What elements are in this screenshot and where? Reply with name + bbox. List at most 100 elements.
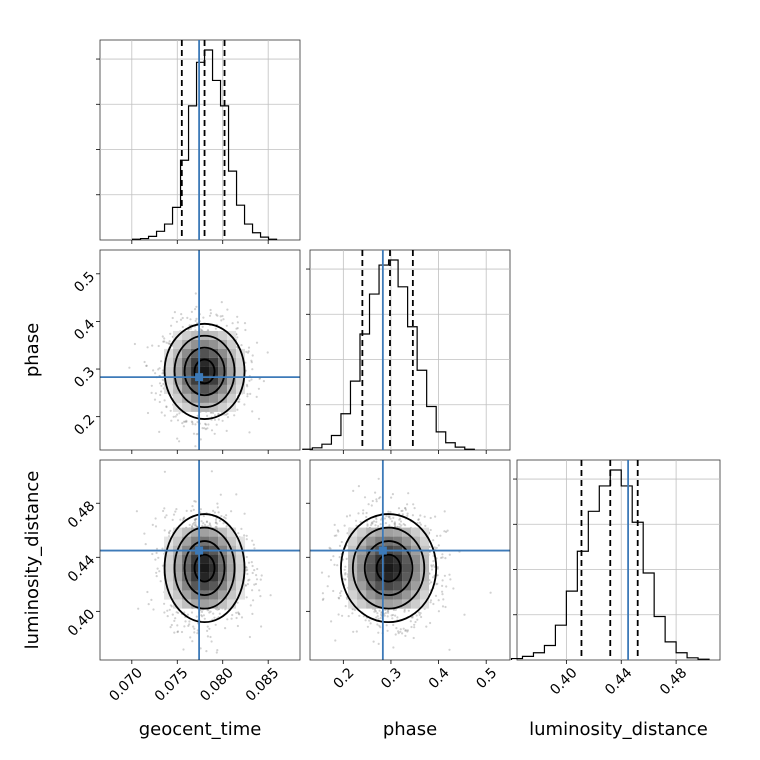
sample-point	[398, 518, 401, 521]
sample-point	[216, 608, 219, 611]
sample-point	[246, 351, 250, 354]
sample-point	[175, 611, 178, 614]
sample-point	[173, 311, 176, 314]
sample-point	[437, 544, 440, 547]
sample-point	[366, 625, 369, 628]
sample-point	[406, 629, 409, 632]
sample-point	[251, 564, 254, 568]
sample-point	[185, 419, 188, 422]
density-cell	[384, 572, 394, 582]
sample-point	[220, 301, 223, 304]
density-cell	[182, 393, 192, 403]
sample-point	[417, 518, 420, 522]
sample-point	[245, 350, 248, 353]
sample-point	[389, 510, 392, 514]
sample-point	[221, 419, 224, 422]
sample-point	[157, 368, 160, 371]
x-tick-label: 0.5	[473, 665, 500, 692]
sample-point	[233, 414, 236, 417]
sample-point	[352, 489, 355, 492]
density-cell	[348, 536, 358, 546]
sample-point	[194, 500, 197, 503]
sample-point	[435, 534, 439, 538]
sample-point	[489, 591, 492, 594]
sample-point	[404, 507, 407, 510]
density-cell	[164, 563, 174, 573]
contour-line	[351, 526, 426, 610]
density-cell	[366, 536, 376, 546]
y-tick-label: 0.3	[71, 364, 98, 391]
sample-point	[177, 611, 180, 615]
sample-point	[143, 360, 146, 364]
sample-point	[425, 625, 428, 628]
density-cell	[164, 572, 174, 582]
density-cell	[182, 366, 192, 376]
sample-point	[181, 422, 184, 425]
sample-point	[245, 566, 248, 569]
sample-point	[206, 609, 209, 612]
sample-point	[243, 534, 246, 537]
density-cell	[173, 572, 183, 582]
sample-point	[200, 614, 203, 617]
sample-point	[158, 400, 161, 404]
sample-point	[375, 616, 378, 619]
sample-point	[154, 525, 158, 528]
sample-point	[235, 616, 238, 620]
sample-point	[151, 523, 154, 527]
sample-point	[190, 310, 193, 313]
density-cell	[384, 554, 394, 564]
sample-point	[226, 618, 229, 621]
sample-point	[441, 553, 444, 556]
sample-point	[344, 605, 347, 608]
sample-point	[339, 592, 342, 595]
density-cell	[218, 536, 228, 546]
sample-point	[214, 525, 217, 529]
sample-point	[235, 345, 238, 348]
sample-point	[366, 524, 369, 527]
sample-point	[135, 510, 138, 513]
density-cell	[236, 590, 246, 600]
sample-point	[365, 515, 368, 519]
sample-point	[374, 609, 377, 612]
density-cell	[375, 527, 385, 537]
sample-point	[189, 318, 192, 321]
sample-point	[345, 515, 349, 518]
sample-point	[176, 419, 180, 422]
sample-point	[375, 516, 378, 519]
sample-point	[333, 523, 336, 527]
sample-point	[250, 361, 253, 364]
density-cell	[218, 330, 228, 340]
sample-point	[379, 523, 382, 526]
sample-point	[158, 367, 161, 370]
sample-point	[216, 314, 219, 317]
sample-point	[443, 510, 446, 513]
sample-point	[393, 524, 396, 527]
sample-point	[163, 529, 166, 532]
sample-point	[208, 523, 212, 526]
density-cell	[164, 366, 174, 376]
sample-point	[213, 418, 217, 421]
sample-point	[154, 517, 157, 520]
sample-point	[195, 433, 198, 436]
sample-point	[160, 411, 163, 414]
sample-point	[246, 583, 249, 586]
sample-point	[203, 523, 207, 527]
sample-point	[150, 384, 153, 387]
density-cell	[236, 572, 246, 582]
sample-point	[253, 569, 256, 572]
sample-point	[392, 623, 395, 627]
sample-point	[354, 519, 358, 522]
density-cell	[236, 581, 246, 591]
sample-point	[146, 411, 150, 415]
sample-point	[152, 608, 155, 611]
density-cell	[182, 581, 192, 591]
sample-point	[167, 531, 171, 534]
density-cell	[227, 384, 237, 394]
density-cell	[411, 563, 421, 573]
sample-point	[434, 594, 438, 598]
sample-point	[243, 512, 246, 515]
density-cell	[236, 357, 246, 367]
sample-point	[178, 412, 181, 415]
density-cell	[402, 536, 412, 546]
sample-point	[213, 616, 216, 619]
